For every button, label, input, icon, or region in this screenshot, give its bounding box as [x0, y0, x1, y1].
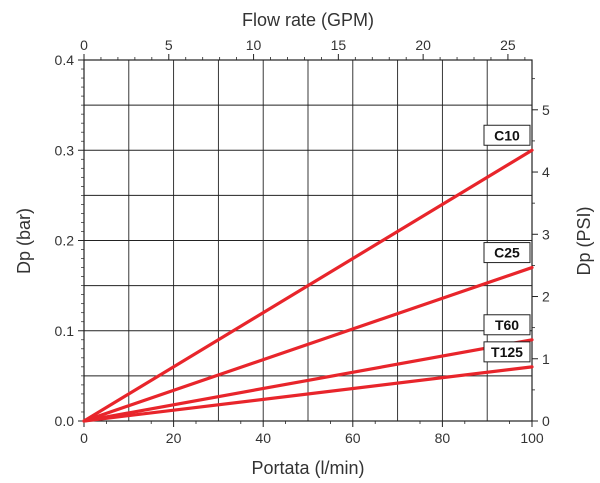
x2-tick-label: 25 — [500, 37, 516, 53]
series-tag-t60: T60 — [495, 317, 519, 333]
y2-tick-label: 2 — [542, 289, 550, 305]
y-axis-title: Dp (bar) — [14, 208, 34, 274]
grid — [84, 60, 532, 421]
x2-tick-label: 10 — [246, 37, 262, 53]
series-line-t125 — [82, 365, 534, 423]
y2-axis-title: Dp (PSI) — [574, 206, 594, 275]
x2-tick-label: 5 — [165, 37, 173, 53]
y-tick-label: 0.0 — [55, 413, 75, 429]
series-lines — [82, 148, 534, 423]
y2-tick-label: 1 — [542, 351, 550, 367]
y-tick-label: 0.2 — [55, 233, 75, 249]
series-tag-box-t125 — [483, 341, 531, 363]
y2-tick-label: 3 — [542, 226, 550, 242]
x2-tick-label: 15 — [331, 37, 347, 53]
y2-tick-label: 4 — [542, 164, 550, 180]
y-tick-label: 0.1 — [55, 323, 75, 339]
series-tag-box-c10 — [483, 124, 531, 146]
series-line-t60 — [82, 338, 534, 423]
series-tag-t125: T125 — [491, 344, 523, 360]
x-tick-label: 80 — [435, 430, 451, 446]
series-line-c10 — [82, 148, 534, 423]
x-tick-label: 20 — [166, 430, 182, 446]
x-tick-label: 40 — [255, 430, 271, 446]
x-tick-label: 100 — [520, 430, 544, 446]
y2-tick-label: 0 — [542, 413, 550, 429]
series-line-c25 — [82, 265, 534, 423]
series-tag-c25: C25 — [494, 245, 520, 261]
series-tag-box-t60 — [483, 314, 531, 336]
x-tick-label: 60 — [345, 430, 361, 446]
series-tags: C10 C25 T60 T125 — [483, 124, 531, 363]
x-axis-title: Portata (l/min) — [251, 458, 364, 478]
x-tick-label: 0 — [80, 430, 88, 446]
y-tick-label: 0.4 — [55, 52, 75, 68]
x2-tick-label: 20 — [415, 37, 431, 53]
y2-tick-label: 5 — [542, 102, 550, 118]
series-tag-box-c25 — [483, 242, 531, 264]
series-tag-c10: C10 — [494, 127, 520, 143]
y-tick-label: 0.3 — [55, 142, 75, 158]
x2-axis-title: Flow rate (GPM) — [242, 10, 374, 30]
x2-tick-label: 0 — [80, 37, 88, 53]
